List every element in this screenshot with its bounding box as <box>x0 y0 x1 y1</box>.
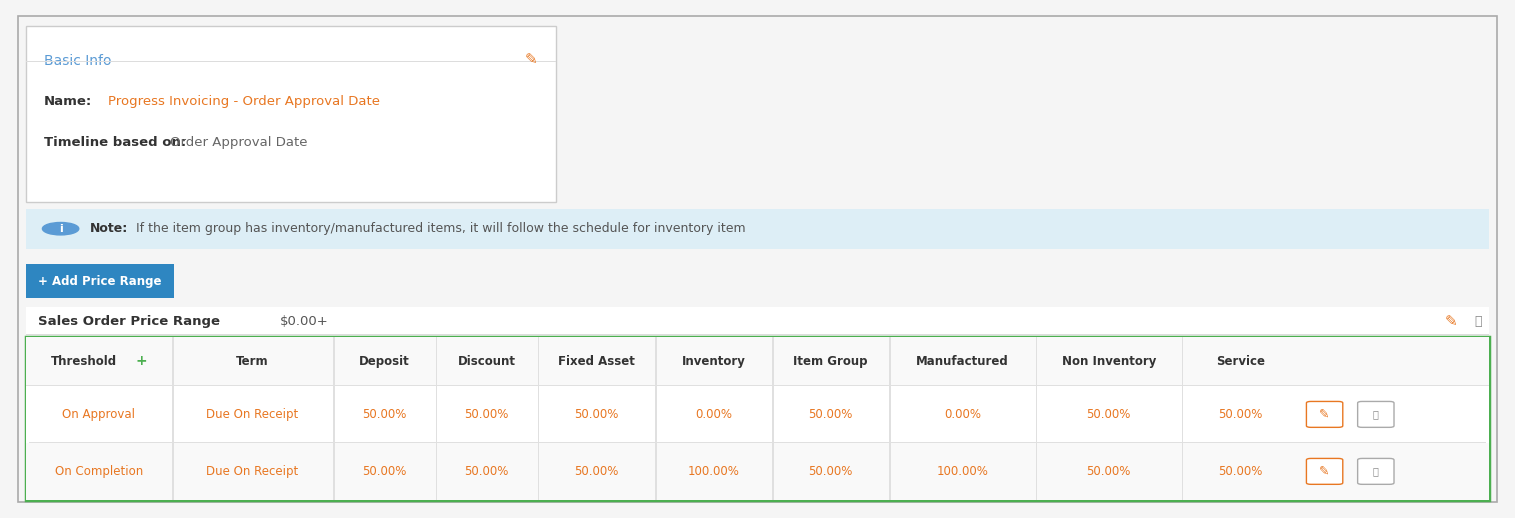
Text: Non Inventory: Non Inventory <box>1062 355 1156 368</box>
Text: Item Group: Item Group <box>794 355 868 368</box>
Text: 0.00%: 0.00% <box>944 408 980 421</box>
Text: i: i <box>59 224 62 234</box>
Text: 50.00%: 50.00% <box>574 465 618 478</box>
Text: 50.00%: 50.00% <box>809 408 853 421</box>
Text: Progress Invoicing - Order Approval Date: Progress Invoicing - Order Approval Date <box>108 94 380 108</box>
Text: 50.00%: 50.00% <box>1086 465 1130 478</box>
Text: Threshold: Threshold <box>50 355 117 368</box>
Text: 50.00%: 50.00% <box>362 465 406 478</box>
Text: Fixed Asset: Fixed Asset <box>558 355 635 368</box>
Bar <box>26 334 1489 335</box>
FancyBboxPatch shape <box>1357 458 1394 484</box>
Bar <box>1036 337 1038 500</box>
Bar <box>26 307 1489 334</box>
Bar <box>29 442 1486 443</box>
Text: ✎: ✎ <box>526 52 538 67</box>
FancyBboxPatch shape <box>1306 458 1342 484</box>
Bar <box>889 337 891 500</box>
Text: + Add Price Range: + Add Price Range <box>38 275 162 287</box>
Bar <box>435 337 436 500</box>
Text: Timeline based on:: Timeline based on: <box>44 136 186 149</box>
Text: Name:: Name: <box>44 94 92 108</box>
Text: ✎: ✎ <box>1320 408 1330 421</box>
Text: On Completion: On Completion <box>55 465 142 478</box>
Text: 🗑: 🗑 <box>1474 314 1482 328</box>
Text: Discount: Discount <box>458 355 515 368</box>
Text: $0.00+: $0.00+ <box>280 314 329 328</box>
Text: Due On Receipt: Due On Receipt <box>206 408 298 421</box>
Text: Note:: Note: <box>89 222 127 235</box>
Text: 🗑: 🗑 <box>1373 409 1379 420</box>
Bar <box>26 385 1489 386</box>
Text: Sales Order Price Range: Sales Order Price Range <box>38 314 220 328</box>
Text: Order Approval Date: Order Approval Date <box>170 136 308 149</box>
Text: 50.00%: 50.00% <box>362 408 406 421</box>
Text: 50.00%: 50.00% <box>574 408 618 421</box>
Text: 50.00%: 50.00% <box>1218 465 1262 478</box>
Text: Manufactured: Manufactured <box>917 355 1009 368</box>
Bar <box>26 443 1489 500</box>
Text: On Approval: On Approval <box>62 408 135 421</box>
Text: 50.00%: 50.00% <box>1086 408 1130 421</box>
Bar <box>333 337 335 500</box>
Text: 50.00%: 50.00% <box>1218 408 1262 421</box>
FancyBboxPatch shape <box>1357 401 1394 427</box>
Text: 50.00%: 50.00% <box>809 465 853 478</box>
Text: Term: Term <box>236 355 268 368</box>
Bar <box>1182 337 1183 500</box>
Bar <box>654 337 656 500</box>
Text: 50.00%: 50.00% <box>465 465 509 478</box>
Bar <box>26 26 556 202</box>
Text: 100.00%: 100.00% <box>688 465 739 478</box>
Bar <box>26 264 174 298</box>
Bar <box>26 337 1489 500</box>
Text: ✎: ✎ <box>1445 314 1457 328</box>
Text: 100.00%: 100.00% <box>936 465 988 478</box>
Text: 0.00%: 0.00% <box>695 408 732 421</box>
Bar <box>26 386 1489 443</box>
Circle shape <box>42 223 79 235</box>
Text: Inventory: Inventory <box>682 355 745 368</box>
Bar <box>538 337 539 500</box>
Text: +: + <box>135 354 147 368</box>
Text: 🗑: 🗑 <box>1373 466 1379 477</box>
Bar <box>26 61 556 62</box>
Text: Basic Info: Basic Info <box>44 54 112 68</box>
Bar <box>773 337 774 500</box>
Bar <box>26 209 1489 249</box>
Bar <box>173 337 174 500</box>
Text: If the item group has inventory/manufactured items, it will follow the schedule : If the item group has inventory/manufact… <box>132 222 745 235</box>
Text: Deposit: Deposit <box>359 355 409 368</box>
Text: Service: Service <box>1217 355 1265 368</box>
Bar <box>26 337 1489 386</box>
Text: ✎: ✎ <box>1320 465 1330 478</box>
FancyBboxPatch shape <box>1306 401 1342 427</box>
Text: 50.00%: 50.00% <box>465 408 509 421</box>
Text: Due On Receipt: Due On Receipt <box>206 465 298 478</box>
